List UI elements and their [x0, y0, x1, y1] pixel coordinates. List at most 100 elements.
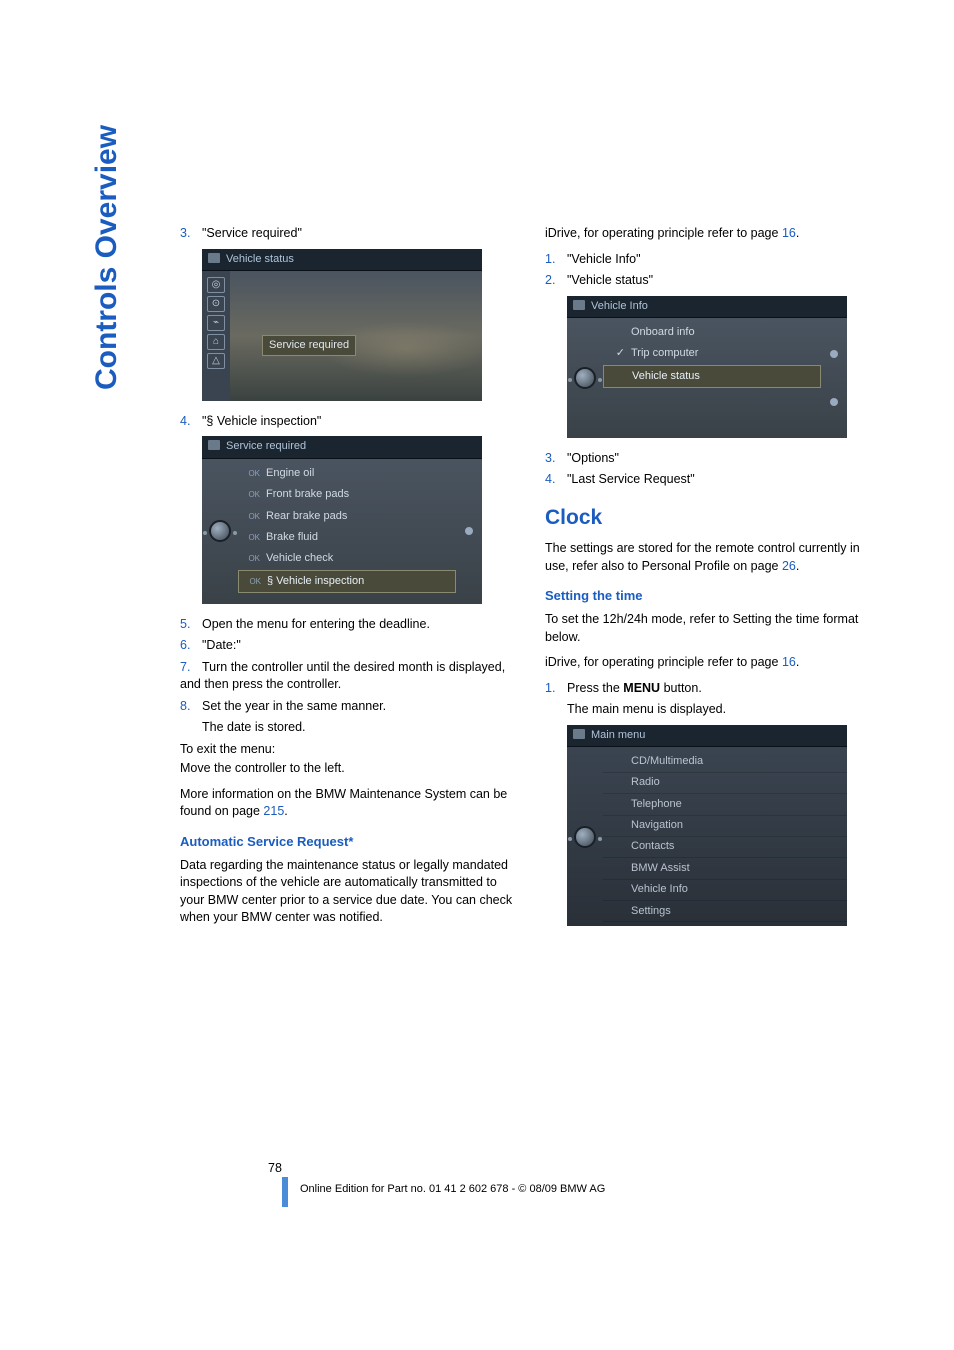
step-number: 8.	[180, 698, 202, 716]
page-content: 3."Service required" Vehicle status ◎ ⊙ …	[180, 225, 880, 938]
step-text: "Date:"	[202, 638, 241, 652]
step-number: 4.	[180, 413, 202, 431]
menu-row: OK Vehicle check	[238, 548, 456, 569]
menu-label: Front brake pads	[266, 487, 349, 502]
menu-row: CD/Multimedia	[603, 751, 847, 772]
menu-row: OK Rear brake pads	[238, 506, 456, 527]
menu-row: Settings	[603, 901, 847, 922]
menu-row: BMW Assist	[603, 858, 847, 879]
menu-label: Vehicle check	[266, 551, 333, 566]
menu-label: Brake fluid	[266, 530, 318, 545]
menu-label: Trip computer	[631, 346, 698, 361]
ok-tag: OK	[242, 468, 260, 479]
menu-label: Engine oil	[266, 466, 314, 481]
body-text: The settings are stored for the remote c…	[545, 540, 880, 575]
menu-row: ✓Trip computer	[603, 343, 821, 364]
menu-label: Rear brake pads	[266, 509, 347, 524]
text-fragment: More information on the BMW Maintenance …	[180, 787, 507, 819]
step-text: "Last Service Request"	[567, 472, 695, 486]
subsection-heading: Automatic Service Request*	[180, 833, 515, 851]
highlighted-menu-item: Service required	[262, 335, 356, 356]
menu-list: Onboard info✓Trip computerVehicle status	[603, 318, 821, 438]
step-number: 5.	[180, 616, 202, 634]
list-item: 2."Vehicle status"	[545, 272, 880, 290]
list-item: 4."Last Service Request"	[545, 471, 880, 489]
left-column: 3."Service required" Vehicle status ◎ ⊙ …	[180, 225, 515, 938]
menu-row: Vehicle Info	[603, 880, 847, 901]
text-fragment: .	[796, 559, 799, 573]
menu-button-label: MENU	[623, 681, 660, 695]
ok-tag: OK	[243, 576, 261, 587]
list-item: 8.Set the year in the same manner.	[180, 698, 515, 716]
body-text: Data regarding the maintenance status or…	[180, 857, 515, 927]
menu-label: § Vehicle inspection	[267, 574, 364, 589]
warning-icon: △	[207, 353, 225, 369]
key-icon: ⌁	[207, 315, 225, 331]
menu-row: Telephone	[603, 794, 847, 815]
list-item: 3."Options"	[545, 450, 880, 468]
scroll-dots	[456, 459, 482, 604]
body-text: To set the 12h/24h mode, refer to Settin…	[545, 611, 880, 646]
step-subtext: The date is stored.	[180, 719, 515, 737]
step-number: 1.	[545, 680, 567, 698]
screenshot-title: Main menu	[567, 725, 847, 747]
menu-list: OK Engine oil OK Front brake pads OK Rear bra…	[238, 459, 456, 604]
section-heading: Clock	[545, 503, 880, 532]
ok-tag: OK	[242, 511, 260, 522]
page-link[interactable]: 26	[782, 559, 796, 573]
body-text: iDrive, for operating principle refer to…	[545, 225, 880, 243]
text-fragment: .	[796, 655, 799, 669]
list-item: 1.Press the MENU button.	[545, 680, 880, 698]
menu-row: OK Engine oil	[238, 463, 456, 484]
footer-text: Online Edition for Part no. 01 41 2 602 …	[300, 1183, 605, 1195]
step-text: "Vehicle Info"	[567, 252, 641, 266]
text-fragment: iDrive, for operating principle refer to…	[545, 226, 782, 240]
step-text: "Service required"	[202, 226, 302, 240]
step-number: 3.	[180, 225, 202, 243]
idrive-screenshot-vehicle-info: Vehicle Info Onboard info✓Trip computerV…	[567, 296, 847, 438]
body-text: To exit the menu:	[180, 741, 515, 759]
step-text: Press the MENU button.	[567, 681, 702, 695]
step-text: Open the menu for entering the deadline.	[202, 617, 430, 631]
menu-label: Onboard info	[631, 325, 695, 340]
menu-row: Contacts	[603, 837, 847, 858]
page-number: 78	[0, 1161, 282, 1175]
idrive-knob	[567, 747, 603, 926]
ok-tag: OK	[242, 532, 260, 543]
list-item: 1."Vehicle Info"	[545, 251, 880, 269]
idrive-knob	[202, 459, 238, 604]
step-text: Turn the controller until the desired mo…	[180, 660, 505, 692]
step-number: 6.	[180, 637, 202, 655]
rdc-icon: ⊙	[207, 296, 225, 312]
idrive-screenshot-service-required: Service required OKEngine oilOKFront bra…	[202, 436, 482, 603]
list-item: 5.Open the menu for entering the deadlin…	[180, 616, 515, 634]
step-subtext: The main menu is displayed.	[545, 701, 880, 719]
subsection-heading: Setting the time	[545, 587, 880, 605]
screenshot-title: Vehicle Info	[567, 296, 847, 318]
body-text: More information on the BMW Maintenance …	[180, 786, 515, 821]
ok-tag: OK	[242, 553, 260, 564]
page-link[interactable]: 16	[782, 655, 796, 669]
step-text: "Options"	[567, 451, 619, 465]
step-text: "Vehicle status"	[567, 273, 653, 287]
step-number: 4.	[545, 471, 567, 489]
page-link[interactable]: 16	[782, 226, 796, 240]
list-item: 4."§ Vehicle inspection"	[180, 413, 515, 431]
idrive-screenshot-vehicle-status: Vehicle status ◎ ⊙ ⌁ ⌂ △ Service require…	[202, 249, 482, 401]
screenshot-title: Vehicle status	[202, 249, 482, 271]
step-text: "§ Vehicle inspection"	[202, 414, 321, 428]
step-number: 2.	[545, 272, 567, 290]
step-number: 3.	[545, 450, 567, 468]
step-number: 1.	[545, 251, 567, 269]
menu-row: OK Brake fluid	[238, 527, 456, 548]
list-item: 3."Service required"	[180, 225, 515, 243]
list-item: 6."Date:"	[180, 637, 515, 655]
ok-tag: OK	[242, 489, 260, 500]
page-marker	[282, 1177, 288, 1207]
page-link[interactable]: 215	[263, 804, 284, 818]
body-text: iDrive, for operating principle refer to…	[545, 654, 880, 672]
text-fragment: .	[796, 226, 799, 240]
step-number: 7.	[180, 659, 202, 677]
step-text: Set the year in the same manner.	[202, 699, 386, 713]
text-fragment: iDrive, for operating principle refer to…	[545, 655, 782, 669]
